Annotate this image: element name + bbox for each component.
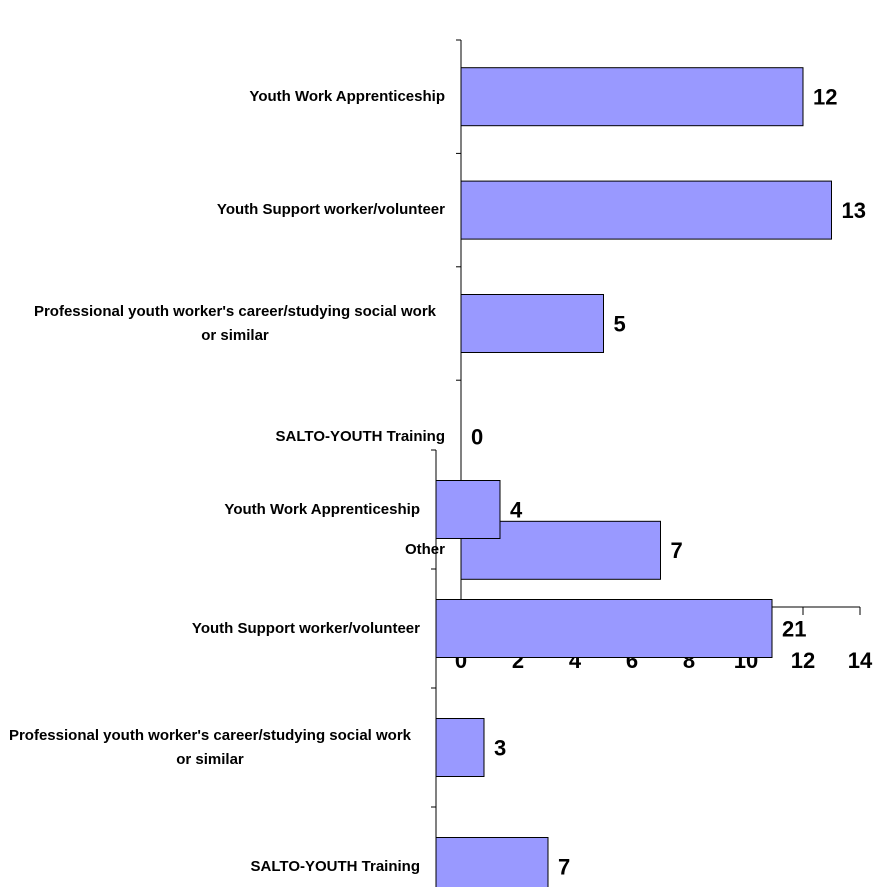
bar: [460, 67, 804, 127]
value-label: 5: [614, 311, 626, 336]
value-label: 7: [671, 538, 683, 563]
bar: [435, 837, 549, 887]
category-label: Youth Work Apprenticeship: [5, 85, 445, 109]
category-text: SALTO-YOUTH Training: [275, 427, 445, 445]
category-text: Professional youth worker's career/study…: [33, 302, 437, 344]
bar: [435, 718, 485, 777]
bar: [435, 599, 773, 658]
category-text: Youth Support worker/volunteer: [191, 619, 420, 637]
x-tick-label: 14: [848, 648, 873, 673]
category-label: Other: [5, 538, 445, 562]
value-label: 7: [558, 854, 570, 879]
x-tick-label: 12: [791, 648, 815, 673]
category-text: SALTO-YOUTH Training: [250, 857, 420, 875]
value-label: 4: [510, 497, 523, 522]
category-label: Youth Support worker/volunteer: [0, 617, 420, 641]
value-label: 0: [471, 425, 483, 450]
category-text: Youth Work Apprenticeship: [249, 87, 445, 105]
value-label: 12: [813, 85, 837, 110]
bar: [460, 180, 832, 240]
value-label: 21: [782, 616, 806, 641]
category-text: Youth Support worker/volunteer: [216, 201, 445, 219]
bar-chart: 4 21 3 7: [431, 449, 806, 887]
bar: [460, 294, 604, 353]
value-label: 13: [842, 198, 866, 223]
value-label: 3: [494, 735, 506, 760]
bar: [435, 480, 501, 539]
category-text: Professional youth worker's career/study…: [8, 726, 412, 768]
category-label: Professional youth worker's career/study…: [5, 300, 445, 348]
category-label: SALTO-YOUTH Training: [0, 855, 420, 879]
category-label: Professional youth worker's career/study…: [0, 724, 420, 772]
category-label: SALTO-YOUTH Training: [5, 425, 445, 449]
category-label: Youth Support worker/volunteer: [5, 198, 445, 222]
category-text: Other: [404, 541, 445, 559]
category-label: Youth Work Apprenticeship: [0, 498, 420, 522]
category-text: Youth Work Apprenticeship: [224, 500, 420, 518]
